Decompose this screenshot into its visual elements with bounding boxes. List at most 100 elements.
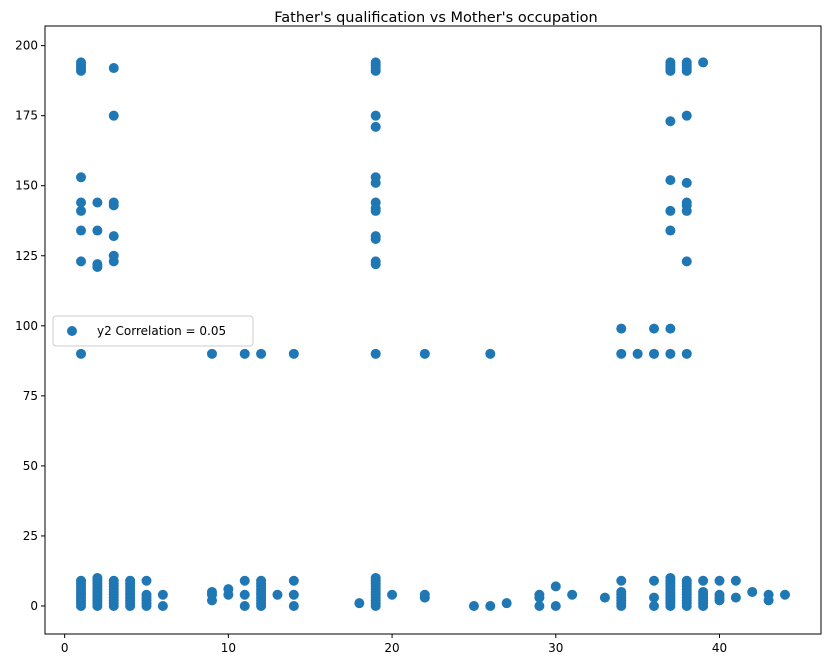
y-tick-label: 125 bbox=[15, 249, 38, 263]
scatter-point bbox=[534, 589, 545, 600]
scatter-point bbox=[157, 600, 168, 611]
chart-title: Father's qualification vs Mother's occup… bbox=[274, 10, 597, 26]
scatter-point bbox=[616, 348, 627, 359]
scatter-point bbox=[681, 348, 692, 359]
scatter-point bbox=[763, 589, 774, 600]
scatter-point bbox=[485, 600, 496, 611]
scatter-point bbox=[141, 575, 152, 586]
legend-box bbox=[52, 315, 254, 347]
scatter-point bbox=[747, 586, 758, 597]
scatter-point bbox=[76, 348, 87, 359]
y-tick-label: 25 bbox=[23, 529, 38, 543]
scatter-point bbox=[665, 572, 676, 583]
scatter-point bbox=[370, 57, 381, 68]
scatter-point bbox=[534, 600, 545, 611]
scatter-point bbox=[239, 348, 250, 359]
scatter-point bbox=[272, 589, 283, 600]
x-tick-label: 0 bbox=[61, 641, 69, 655]
scatter-point bbox=[599, 592, 610, 603]
scatter-point bbox=[288, 575, 299, 586]
scatter-point bbox=[354, 598, 365, 609]
scatter-point bbox=[681, 256, 692, 267]
scatter-point bbox=[370, 572, 381, 583]
scatter-point bbox=[141, 589, 152, 600]
scatter-point bbox=[239, 575, 250, 586]
scatter-point bbox=[567, 589, 578, 600]
y-tick-label: 0 bbox=[30, 599, 38, 613]
scatter-point bbox=[501, 598, 512, 609]
scatter-point bbox=[681, 177, 692, 188]
scatter-point bbox=[698, 575, 709, 586]
scatter-point bbox=[92, 572, 103, 583]
scatter-point bbox=[108, 231, 119, 242]
scatter-point bbox=[698, 586, 709, 597]
scatter-point bbox=[665, 348, 676, 359]
scatter-point bbox=[665, 323, 676, 334]
scatter-point bbox=[698, 57, 709, 68]
scatter-point bbox=[681, 57, 692, 68]
scatter-point bbox=[76, 205, 87, 216]
legend-marker bbox=[67, 326, 77, 336]
scatter-point bbox=[468, 600, 479, 611]
scatter-point bbox=[779, 589, 790, 600]
y-tick-label: 150 bbox=[15, 179, 38, 193]
scatter-point bbox=[550, 600, 561, 611]
scatter-point bbox=[616, 575, 627, 586]
scatter-point bbox=[730, 575, 741, 586]
scatter-point bbox=[370, 256, 381, 267]
scatter-point bbox=[649, 575, 660, 586]
scatter-point bbox=[76, 57, 87, 68]
scatter-point bbox=[76, 575, 87, 586]
scatter-point bbox=[419, 348, 430, 359]
scatter-point bbox=[206, 348, 217, 359]
legend-label: y2 Correlation = 0.05 bbox=[97, 324, 226, 338]
scatter-point bbox=[92, 259, 103, 270]
scatter-point bbox=[616, 586, 627, 597]
y-tick-label: 50 bbox=[23, 459, 38, 473]
scatter-point bbox=[649, 600, 660, 611]
x-tick-label: 40 bbox=[712, 641, 727, 655]
scatter-point bbox=[616, 323, 627, 334]
scatter-point bbox=[665, 205, 676, 216]
scatter-point bbox=[157, 589, 168, 600]
scatter-point bbox=[92, 197, 103, 208]
scatter-point bbox=[288, 589, 299, 600]
scatter-point bbox=[681, 197, 692, 208]
scatter-point bbox=[665, 57, 676, 68]
scatter-point bbox=[550, 581, 561, 592]
scatter-point bbox=[76, 197, 87, 208]
scatter-point bbox=[665, 225, 676, 236]
x-tick-label: 20 bbox=[384, 641, 399, 655]
scatter-point bbox=[76, 225, 87, 236]
scatter-point bbox=[649, 592, 660, 603]
scatter-point bbox=[288, 600, 299, 611]
scatter-point bbox=[370, 348, 381, 359]
y-axis: 0 25 50 75 100 125 150 175 200 bbox=[15, 39, 45, 613]
x-tick-label: 30 bbox=[548, 641, 563, 655]
scatter-point bbox=[108, 63, 119, 74]
scatter-point bbox=[370, 121, 381, 132]
scatter-point bbox=[223, 584, 234, 595]
scatter-point bbox=[108, 197, 119, 208]
scatter-point bbox=[649, 348, 660, 359]
scatter-point bbox=[370, 197, 381, 208]
scatter-point bbox=[714, 589, 725, 600]
scatter-point bbox=[239, 589, 250, 600]
x-axis: 0 10 20 30 40 bbox=[61, 634, 727, 655]
scatter-point bbox=[714, 575, 725, 586]
scatter-point bbox=[108, 575, 119, 586]
scatter-point bbox=[370, 110, 381, 121]
scatter-point bbox=[485, 348, 496, 359]
scatter-point bbox=[76, 172, 87, 183]
scatter-point bbox=[370, 231, 381, 242]
y-tick-label: 175 bbox=[15, 109, 38, 123]
scatter-point bbox=[665, 116, 676, 127]
y-tick-label: 200 bbox=[15, 39, 38, 53]
x-tick-label: 10 bbox=[221, 641, 236, 655]
scatter-point bbox=[419, 589, 430, 600]
scatter-point bbox=[632, 348, 643, 359]
scatter-point bbox=[92, 225, 103, 236]
scatter-point bbox=[108, 250, 119, 261]
scatter-point bbox=[288, 348, 299, 359]
